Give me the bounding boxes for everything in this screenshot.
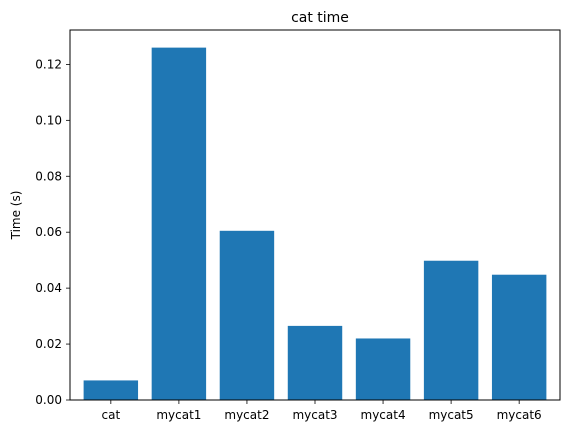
y-tick-label: 0.04 [35,281,62,295]
y-tick-label: 0.08 [35,169,62,183]
plot-frame [69,29,561,401]
bar-mycat6 [491,274,547,400]
bars-group [83,47,547,400]
x-tick-label: mycat6 [497,408,542,422]
y-ticks-group: 0.00 0.02 0.04 0.06 0.08 0.10 0.12 [35,57,70,407]
y-tick-label: 0.12 [35,57,62,71]
x-ticks-group: cat mycat1 mycat2 mycat3 mycat4 mycat5 mycat6 [102,400,542,422]
x-tick-label: mycat1 [156,408,201,422]
x-tick-label: mycat2 [224,408,269,422]
x-tick-label: mycat3 [292,408,337,422]
bar-cat [83,380,139,400]
y-axis-label: Time (s) [9,191,23,241]
bar-mycat4 [355,338,411,400]
y-tick-label: 0.00 [35,393,62,407]
x-tick-label: mycat5 [429,408,474,422]
y-tick-label: 0.02 [35,337,62,351]
bar-mycat5 [423,260,479,400]
x-tick-label: cat [102,408,121,422]
chart-title: cat time [291,10,349,26]
y-tick-label: 0.10 [35,113,62,127]
bar-mycat3 [287,325,343,400]
y-tick-label: 0.06 [35,225,62,239]
bar-mycat1 [151,47,207,400]
bar-mycat2 [219,230,275,400]
x-tick-label: mycat4 [361,408,406,422]
